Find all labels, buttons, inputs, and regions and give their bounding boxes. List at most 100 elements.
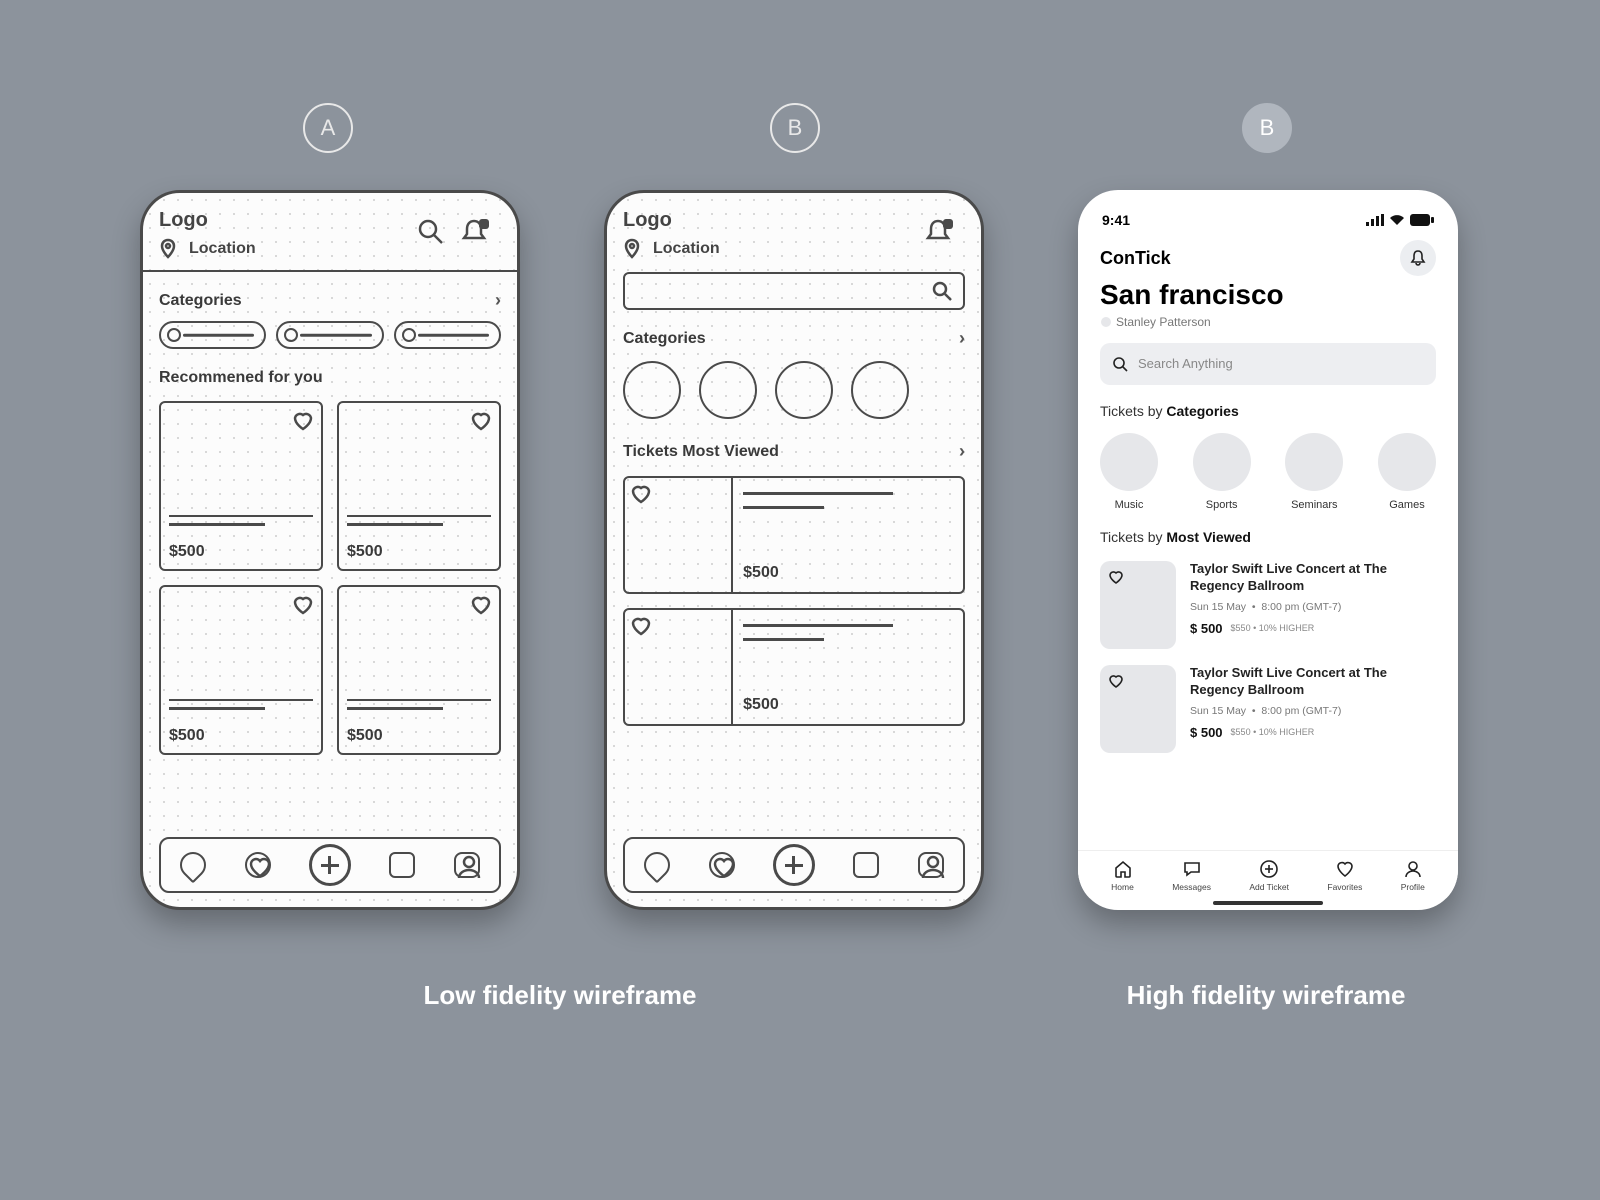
badge-b2: B: [1242, 103, 1292, 153]
battery-icon: [1410, 214, 1434, 226]
status-bar: 9:41: [1094, 206, 1442, 232]
badge-a: A: [303, 103, 353, 153]
price-label: $500: [347, 727, 383, 745]
ticket-wide-card[interactable]: $500: [623, 476, 965, 594]
tab-add-icon[interactable]: [309, 844, 351, 886]
status-time: 9:41: [1102, 212, 1130, 228]
notifications-button[interactable]: [1400, 240, 1436, 276]
ticket-card[interactable]: $500: [337, 401, 501, 571]
lofi-a-pill-row: [159, 321, 501, 349]
category-circle[interactable]: [699, 361, 757, 419]
ticket-price: $ 500 $550 • 10% HIGHER: [1190, 725, 1436, 740]
category-pill[interactable]: [394, 321, 501, 349]
heart-icon[interactable]: [1108, 673, 1124, 689]
badge-b1: B: [770, 103, 820, 153]
home-indicator: [1213, 901, 1323, 905]
category-sports[interactable]: Sports: [1193, 433, 1251, 511]
caption-low: Low fidelity wireframe: [360, 980, 760, 1011]
ticket-thumb: [1100, 665, 1176, 753]
heart-icon[interactable]: [471, 595, 491, 615]
category-games[interactable]: Games: [1378, 433, 1436, 511]
price-label: $500: [347, 543, 383, 561]
heart-icon[interactable]: [631, 484, 651, 504]
tab-home[interactable]: Home: [1111, 859, 1134, 892]
tab-profile-icon[interactable]: [918, 852, 944, 878]
category-circle[interactable]: [851, 361, 909, 419]
ticket-wide-card[interactable]: $500: [623, 608, 965, 726]
price-label: $500: [743, 564, 779, 582]
city-title: San francisco: [1094, 280, 1442, 311]
section-categories: Tickets by Categories: [1094, 385, 1442, 419]
ticket-card[interactable]: $500: [159, 585, 323, 755]
ticket-price: $ 500 $550 • 10% HIGHER: [1190, 621, 1436, 636]
heart-icon[interactable]: [471, 411, 491, 431]
chevron-right-icon[interactable]: ›: [959, 441, 965, 462]
tab-profile-icon[interactable]: [454, 852, 480, 878]
section-mostviewed: Tickets by Most Viewed: [1094, 511, 1442, 545]
tab-add-icon[interactable]: [773, 844, 815, 886]
tab-favorites-icon[interactable]: [245, 852, 271, 878]
category-pill[interactable]: [159, 321, 266, 349]
tab-messages-icon[interactable]: [389, 852, 415, 878]
bell-icon[interactable]: [923, 217, 953, 247]
tab-home-icon[interactable]: [175, 847, 212, 884]
search-input[interactable]: Search Anything: [1100, 343, 1436, 385]
lofi-b-categories-heading: Categories ›: [623, 328, 965, 349]
lofi-phone-a: Logo Location Categories › Recommened fo…: [140, 190, 520, 910]
category-circle[interactable]: [623, 361, 681, 419]
tab-add-ticket[interactable]: Add Ticket: [1249, 859, 1289, 892]
caption-high: High fidelity wireframe: [1066, 980, 1466, 1011]
categories-row: Music Sports Seminars Games: [1094, 419, 1442, 511]
user-name: Stanley Patterson: [1094, 311, 1442, 329]
lofi-a-categories-heading: Categories ›: [159, 290, 501, 311]
ticket-item[interactable]: Taylor Swift Live Concert at The Regency…: [1094, 545, 1442, 649]
ticket-card[interactable]: $500: [337, 585, 501, 755]
price-label: $500: [169, 543, 205, 561]
tab-favorites[interactable]: Favorites: [1327, 859, 1362, 892]
chevron-right-icon[interactable]: ›: [495, 290, 501, 311]
lofi-a-tabbar: [159, 837, 501, 893]
search-icon: [931, 280, 953, 302]
chevron-right-icon[interactable]: ›: [959, 328, 965, 349]
lofi-b-mostviewed-heading: Tickets Most Viewed ›: [623, 441, 965, 462]
heart-icon[interactable]: [1108, 569, 1124, 585]
ticket-card[interactable]: $500: [159, 401, 323, 571]
wifi-icon: [1389, 214, 1405, 226]
tab-messages[interactable]: Messages: [1172, 859, 1211, 892]
location-pin-icon: [159, 238, 177, 260]
category-circle[interactable]: [775, 361, 833, 419]
price-label: $500: [743, 696, 779, 714]
heart-icon[interactable]: [631, 616, 651, 636]
heart-icon[interactable]: [293, 411, 313, 431]
search-icon[interactable]: [417, 218, 445, 246]
brand-logo: ConTick: [1100, 248, 1171, 269]
lofi-b-location: Location: [653, 240, 720, 258]
bell-icon[interactable]: [459, 217, 489, 247]
ticket-title: Taylor Swift Live Concert at The Regency…: [1190, 665, 1436, 699]
tab-favorites-icon[interactable]: [709, 852, 735, 878]
lofi-a-recommended-heading: Recommened for you: [159, 369, 501, 387]
lofi-b-circle-row: [623, 361, 965, 419]
category-music[interactable]: Music: [1100, 433, 1158, 511]
heart-icon[interactable]: [293, 595, 313, 615]
category-seminars[interactable]: Seminars: [1285, 433, 1343, 511]
lofi-b-search[interactable]: [623, 272, 965, 310]
location-pin-icon: [623, 238, 641, 260]
signal-icon: [1366, 214, 1384, 226]
lofi-b-logo: Logo: [623, 209, 672, 232]
lofi-a-card-grid: $500 $500 $500 $500: [159, 401, 501, 755]
tab-messages-icon[interactable]: [853, 852, 879, 878]
ticket-item[interactable]: Taylor Swift Live Concert at The Regency…: [1094, 649, 1442, 753]
lofi-a-logo: Logo: [159, 209, 208, 232]
wave-icon: [1100, 316, 1112, 328]
lofi-a-location: Location: [189, 240, 256, 258]
lofi-b-tabbar: [623, 837, 965, 893]
tab-profile[interactable]: Profile: [1401, 859, 1425, 892]
ticket-thumb: [1100, 561, 1176, 649]
category-pill[interactable]: [276, 321, 383, 349]
ticket-meta: Sun 15 May • 8:00 pm (GMT-7): [1190, 601, 1436, 613]
search-placeholder: Search Anything: [1138, 356, 1233, 371]
hifi-phone: 9:41 ConTick San francisco Stanley Patte…: [1078, 190, 1458, 910]
tab-home-icon[interactable]: [639, 847, 676, 884]
ticket-title: Taylor Swift Live Concert at The Regency…: [1190, 561, 1436, 595]
